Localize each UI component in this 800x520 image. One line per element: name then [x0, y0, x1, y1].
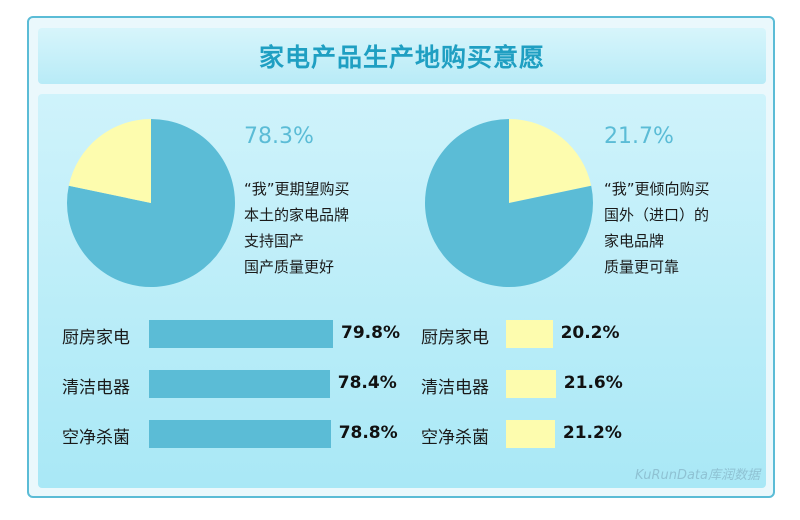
- pie-left-desc-line: “我”更期望购买: [244, 180, 350, 198]
- bar-value-label: 20.2%: [560, 323, 620, 343]
- bar-category-label: 清洁电器: [421, 378, 489, 398]
- pie-right-percent: 21.7%: [604, 124, 674, 149]
- source-watermark: KuRunData库润数据: [635, 468, 760, 483]
- pie-left-description: “我”更期望购买 本土的家电品牌 支持国产 国产质量更好: [244, 176, 350, 280]
- bar-value-label: 21.2%: [562, 423, 622, 443]
- chart-title: 家电产品生产地购买意愿: [258, 43, 545, 72]
- pie-right-desc-line: 质量更可靠: [604, 258, 680, 276]
- bar-value-label: 21.6%: [563, 373, 623, 393]
- bar-category-label: 清洁电器: [62, 378, 130, 398]
- pie-left-desc-line: 国产质量更好: [244, 258, 335, 276]
- bar: [149, 320, 333, 348]
- pie-left-percent: 78.3%: [244, 124, 314, 149]
- pie-right-desc-line: 家电品牌: [604, 232, 665, 250]
- bar-value-label: 78.4%: [337, 373, 397, 393]
- pie-left-desc-line: 支持国产: [244, 232, 305, 250]
- bar-category-label: 空净杀菌: [62, 428, 130, 448]
- bar: [149, 370, 330, 398]
- pie-slice-domestic: [67, 119, 235, 288]
- pie-slice-foreign: [68, 119, 151, 203]
- pie-slice-foreign: [509, 119, 592, 203]
- pie-chart-foreign: [425, 119, 593, 287]
- pie-right-description: “我”更倾向购买 国外（进口）的 家电品牌 质量更可靠: [604, 176, 710, 280]
- bar-value-label: 78.8%: [338, 423, 398, 443]
- bar-category-label: 厨房家电: [62, 328, 130, 348]
- bar: [149, 420, 331, 448]
- bar: [506, 420, 555, 448]
- bar-category-label: 厨房家电: [421, 328, 489, 348]
- pie-right-desc-line: “我”更倾向购买: [604, 180, 710, 198]
- pie-left-desc-line: 本土的家电品牌: [244, 206, 350, 224]
- bar-category-label: 空净杀菌: [421, 428, 489, 448]
- pie-slice-domestic: [425, 119, 593, 287]
- bar-value-label: 79.8%: [341, 323, 400, 343]
- pie-right-desc-line: 国外（进口）的: [604, 206, 710, 224]
- bar: [506, 320, 553, 348]
- pie-chart-domestic: [67, 119, 235, 288]
- bar: [506, 370, 556, 398]
- title-banner: 家电产品生产地购买意愿: [38, 28, 766, 84]
